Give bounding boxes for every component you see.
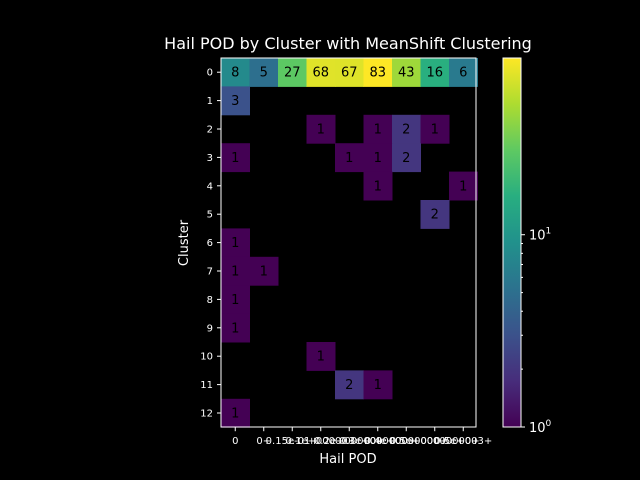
heatmap-cell-r0-c2 [278, 58, 307, 87]
y-axis-label: Cluster [177, 219, 192, 266]
heatmap-cell-r4-c5 [363, 171, 393, 201]
y-tick-label: 3 [207, 153, 213, 164]
heatmap-cell-r2-c3 [306, 114, 336, 144]
heatmap-cell-r8-c0 [221, 285, 250, 315]
y-tick-label: 5 [207, 210, 213, 221]
x-tick-label: 0.1e+00000+ [285, 436, 356, 447]
cell-label-r4-c8: 1 [459, 179, 467, 194]
cell-label-r3-c0: 1 [231, 151, 239, 166]
y-tick-label: 11 [200, 380, 213, 391]
x-tick-label: 0 [232, 436, 238, 447]
cell-label-r11-c5: 1 [374, 378, 382, 393]
cell-label-r7-c1: 1 [260, 265, 268, 280]
heatmap-cell-r0-c0 [221, 58, 250, 87]
heatmap-cell-r3-c0 [221, 143, 250, 173]
heatmap-cell-r9-c0 [221, 313, 250, 343]
cell-label-r2-c7: 1 [431, 123, 439, 138]
colorbar-tick-label: 100 [529, 419, 552, 436]
x-tick-label: 0.4e+0000000+ [365, 436, 448, 447]
cell-label-r0-c0: 8 [231, 66, 239, 81]
x-axis-label: Hail POD [319, 452, 376, 467]
y-tick-label: 8 [207, 295, 213, 306]
cell-label-r3-c4: 1 [345, 151, 353, 166]
y-tick-label: 12 [200, 409, 213, 420]
y-tick-label: 0 [207, 68, 213, 79]
cell-label-r12-c0: 1 [231, 407, 239, 422]
cell-label-r2-c5: 1 [374, 123, 382, 138]
cell-label-r0-c6: 43 [398, 66, 415, 81]
cell-label-r11-c4: 2 [345, 378, 353, 393]
colorbar-ticks: 100 101 [521, 227, 552, 436]
x-tick-label: 0+ [256, 436, 271, 447]
heatmap-cell-r5-c7 [420, 200, 450, 229]
y-tick-label: 4 [207, 181, 213, 192]
x-axis: 0 0+0.15e-01+0.1e+00000+0.2e+00000+0.3e+0… [232, 427, 492, 447]
heatmap-cell-r0-c4 [335, 58, 364, 87]
heatmap-cell-r0-c3 [306, 58, 336, 87]
heatmap-cell-r2-c7 [420, 114, 450, 144]
x-tick-label: 0.5e+003+ [434, 436, 492, 447]
cell-label-r0-c4: 67 [341, 66, 358, 81]
heatmap-cells: 8 5 27 68 67 83 43 16 6 3 1 1 2 1 1 1 1 2 1 1 2 1 1 1 1 1 1 2 1 1 [221, 58, 478, 428]
cell-label-r5-c7: 2 [431, 208, 439, 223]
heatmap-cell-r0-c7 [420, 58, 450, 87]
heatmap-cell-r7-c1 [249, 256, 279, 286]
cell-label-r10-c3: 1 [317, 350, 325, 365]
heatmap-cell-r12-c0 [221, 398, 250, 428]
heatmap-cell-r3-c5 [363, 143, 393, 173]
x-tick-label: 0.2e+00000+ [314, 436, 385, 447]
cell-label-r4-c5: 1 [374, 179, 382, 194]
x-tick-label: 0.15e-01+ [266, 436, 319, 447]
cell-label-r3-c6: 2 [402, 151, 410, 166]
heatmap-cell-r3-c6 [392, 143, 421, 173]
heatmap-cell-r6-c0 [221, 228, 250, 258]
y-tick-label: 2 [207, 125, 213, 136]
heatmap-cell-r0-c5 [363, 58, 393, 87]
cell-label-r7-c0: 1 [231, 265, 239, 280]
heatmap-cell-r3-c4 [335, 143, 364, 173]
heatmap-cell-r7-c0 [221, 256, 250, 286]
x-tick-label: 0.5e+00000000+ [390, 436, 480, 447]
cell-label-r0-c2: 27 [284, 66, 301, 81]
cell-label-r2-c3: 1 [317, 123, 325, 138]
cell-label-r9-c0: 1 [231, 321, 239, 336]
heatmap-cell-r11-c4 [335, 370, 364, 400]
y-tick-label: 6 [207, 238, 213, 249]
heatmap-cell-r2-c6 [392, 114, 421, 144]
cell-label-r0-c7: 16 [426, 66, 443, 81]
chart-title: Hail POD by Cluster with MeanShift Clust… [164, 34, 532, 53]
y-tick-label: 9 [207, 323, 213, 334]
cell-label-r1-c0: 3 [231, 94, 239, 109]
heatmap-cell-r10-c3 [306, 342, 336, 371]
cell-label-r0-c8: 6 [459, 66, 467, 81]
cell-label-r2-c6: 2 [402, 123, 410, 138]
x-tick-label: 0.3e+000000+ [339, 436, 416, 447]
cell-label-r6-c0: 1 [231, 236, 239, 251]
colorbar-tick-label: 101 [529, 227, 551, 244]
cell-label-r0-c5: 83 [369, 66, 386, 81]
cell-label-r8-c0: 1 [231, 293, 239, 308]
colorbar [502, 57, 522, 428]
heatmap-cell-r1-c0 [221, 86, 250, 116]
heatmap-cell-r0-c1 [249, 58, 279, 87]
heatmap-cell-r11-c5 [363, 370, 393, 400]
y-tick-label: 10 [200, 352, 213, 363]
cell-label-r0-c1: 5 [260, 66, 268, 81]
y-tick-label: 7 [207, 267, 213, 278]
cell-label-r0-c3: 68 [312, 66, 329, 81]
heatmap-cell-r2-c5 [363, 114, 393, 144]
heatmap-cell-r0-c6 [392, 58, 421, 87]
heatmap-cell-r4-c8 [449, 171, 478, 201]
cell-label-r3-c5: 1 [374, 151, 382, 166]
heatmap-cell-r0-c8 [449, 58, 478, 87]
y-tick-label: 1 [207, 96, 213, 107]
